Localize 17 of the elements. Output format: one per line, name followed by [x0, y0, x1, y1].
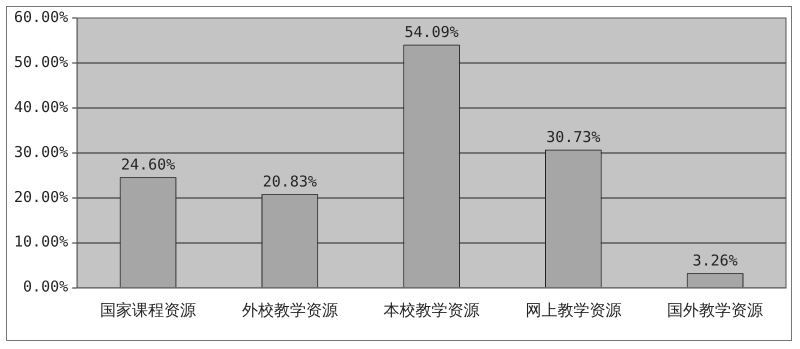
- y-tick-label: 0.00%: [23, 278, 68, 296]
- x-tick-label: 本校教学资源: [384, 300, 480, 320]
- data-label: 30.73%: [546, 128, 600, 146]
- x-tick-label: 网上教学资源: [525, 300, 622, 320]
- y-tick-label: 30.00%: [14, 142, 68, 161]
- data-label: 3.26%: [692, 252, 738, 270]
- x-tick-label: 外校教学资源: [242, 300, 338, 320]
- y-tick-label: 40.00%: [14, 98, 68, 116]
- data-label: 20.83%: [262, 172, 317, 191]
- y-tick-label: 10.00%: [14, 232, 68, 251]
- data-label: 24.60%: [120, 156, 176, 174]
- x-tick-label: 国家课程资源: [100, 300, 196, 320]
- x-tick-label: 国外教学资源: [667, 300, 764, 320]
- y-tick-label: 20.00%: [14, 188, 68, 206]
- y-tick-label: 50.00%: [14, 52, 68, 71]
- y-tick-label: 60.00%: [14, 8, 68, 26]
- data-label: 54.09%: [404, 22, 459, 41]
